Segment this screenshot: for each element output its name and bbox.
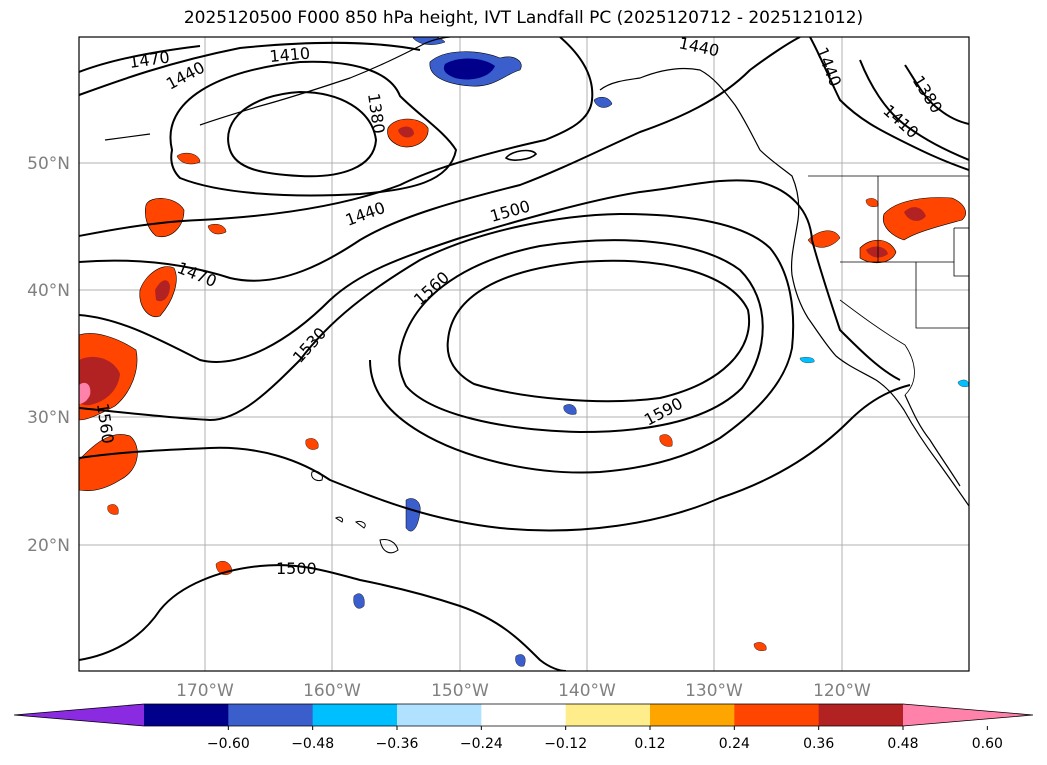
colorbar-segment	[650, 704, 735, 726]
hawaii-islands	[311, 471, 399, 554]
svg-text:140°W: 140°W	[558, 681, 616, 701]
colorbar-tick-label: −0.48	[291, 736, 334, 752]
longitude-labels: 170°W 160°W 150°W 140°W 130°W 120°W	[176, 681, 871, 701]
latitude-labels: 50°N 40°N 30°N 20°N	[27, 154, 70, 556]
colorbar-segment	[397, 704, 482, 726]
svg-text:130°W: 130°W	[685, 681, 743, 701]
colorbar-segment	[734, 704, 820, 726]
svg-text:1410: 1410	[269, 44, 311, 66]
colorbar-segment	[228, 704, 314, 726]
colorbar-tick-label: −0.24	[460, 736, 503, 752]
colorbar-tick-label: −0.36	[376, 736, 419, 752]
svg-text:20°N: 20°N	[27, 536, 70, 556]
coastlines	[104, 37, 969, 507]
colorbar-extend-high	[903, 704, 1033, 726]
colorbar-tick-label: 0.48	[887, 736, 918, 752]
colorbar-segment	[144, 704, 229, 726]
colorbar-tick-label: 0.60	[972, 736, 1003, 752]
svg-text:120°W: 120°W	[813, 681, 871, 701]
svg-text:1500: 1500	[276, 559, 317, 578]
ivt-shading	[79, 37, 969, 667]
colorbar-extend-low	[14, 704, 144, 726]
svg-text:30°N: 30°N	[27, 408, 70, 428]
svg-text:160°W: 160°W	[303, 681, 361, 701]
colorbar-segment	[565, 704, 651, 726]
colorbar-tick-label: −0.60	[207, 736, 250, 752]
svg-text:40°N: 40°N	[27, 281, 70, 301]
colorbar-segment	[818, 704, 904, 726]
colorbar-segment	[481, 704, 567, 726]
colorbar-segment	[312, 704, 398, 726]
svg-text:150°W: 150°W	[431, 681, 489, 701]
svg-text:50°N: 50°N	[27, 154, 70, 174]
colorbar-tick-label: −0.12	[544, 736, 587, 752]
colorbar: −0.60 −0.48 −0.36 −0.24 −0.12 0.12 0.24 0.36 0.4…	[13, 703, 1034, 752]
map-frame	[78, 36, 970, 672]
svg-text:170°W: 170°W	[176, 681, 234, 701]
borders	[808, 175, 969, 396]
height-contours	[79, 37, 969, 671]
colorbar-tick-label: 0.36	[803, 736, 834, 752]
colorbar-tick-label: 0.12	[634, 736, 665, 752]
colorbar-outline	[13, 703, 1034, 727]
colorbar-tick-label: 0.24	[719, 736, 750, 752]
map-title: 2025120500 F000 850 hPa height, IVT Land…	[183, 8, 864, 28]
